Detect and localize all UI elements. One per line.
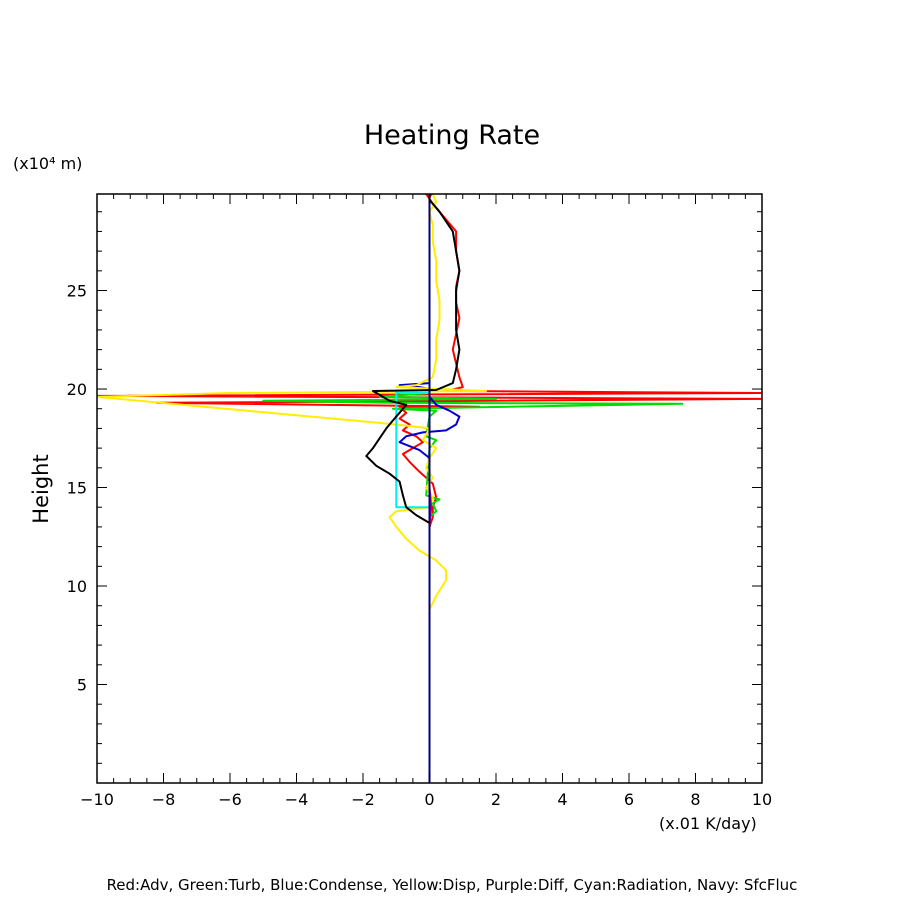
series-line-total <box>365 194 461 524</box>
x-tick-label: 4 <box>557 790 567 809</box>
x-tick-label: −10 <box>80 790 114 809</box>
legend-text: Red:Adv, Green:Turb, Blue:Condense, Yell… <box>106 876 798 894</box>
x-tick-label: −2 <box>351 790 375 809</box>
y-tick-label: 5 <box>77 676 87 695</box>
x-tick-label: 0 <box>424 790 434 809</box>
series-line-radiation <box>395 392 430 509</box>
y-tick-label: 25 <box>67 282 87 301</box>
x-tick-label: 10 <box>752 790 772 809</box>
y-tick-label: 15 <box>67 479 87 498</box>
x-tick-label: 8 <box>690 790 700 809</box>
x-axis-unit: (x.01 K/day) <box>659 814 757 833</box>
chart-title: Heating Rate <box>363 120 541 151</box>
x-tick-label: −6 <box>218 790 242 809</box>
x-tick-label: 2 <box>491 790 501 809</box>
x-tick-label: −4 <box>285 790 309 809</box>
y-axis-unit: (x10⁴ m) <box>13 154 83 173</box>
y-tick-label: 20 <box>67 380 87 399</box>
y-tick-label: 10 <box>67 577 87 596</box>
x-tick-label: 6 <box>624 790 634 809</box>
x-tick-label: −8 <box>152 790 176 809</box>
series-line-turb <box>262 389 684 518</box>
